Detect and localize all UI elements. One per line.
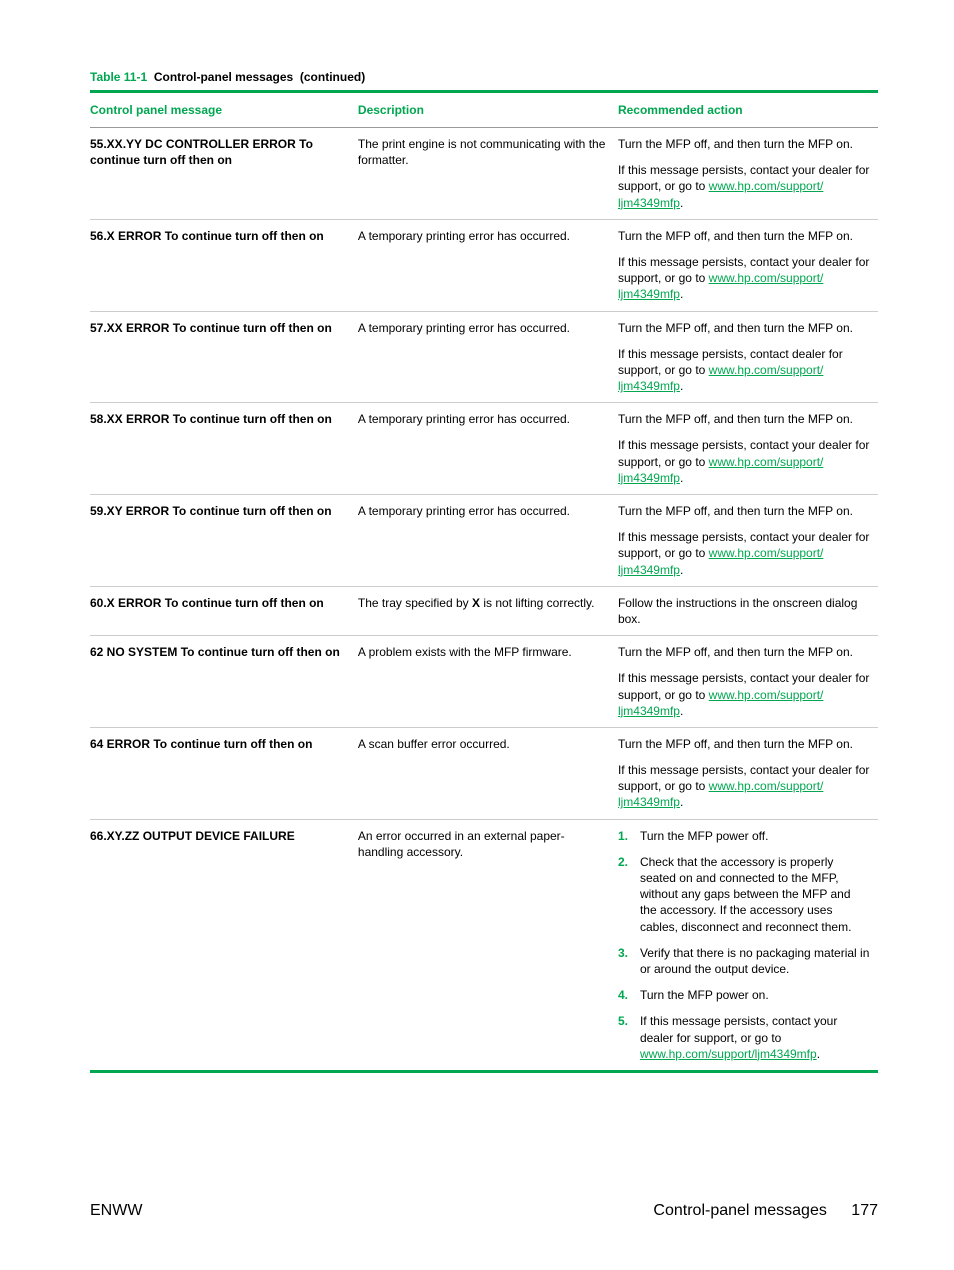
cell-action: Turn the MFP off, and then turn the MFP … xyxy=(618,219,878,311)
cell-message: 62 NO SYSTEM To continue turn off then o… xyxy=(90,636,358,728)
col-header-message: Control panel message xyxy=(90,92,358,128)
action-step: 1.Turn the MFP power off. xyxy=(618,828,870,844)
table-row: 66.XY.ZZ OUTPUT DEVICE FAILUREAn error o… xyxy=(90,819,878,1071)
cell-action: 1.Turn the MFP power off.2.Check that th… xyxy=(618,819,878,1071)
footer-section: Control-panel messages xyxy=(653,1202,826,1220)
support-link[interactable]: www.hp.com/support/ljm4349mfp xyxy=(618,455,823,485)
support-link[interactable]: www.hp.com/support/ljm4349mfp xyxy=(618,363,823,393)
step-number: 5. xyxy=(618,1013,640,1029)
table-caption: Table 11-1 Control-panel messages (conti… xyxy=(90,70,878,84)
cell-message: 56.X ERROR To continue turn off then on xyxy=(90,219,358,311)
footer-left: ENWW xyxy=(90,1202,142,1220)
document-page: Table 11-1 Control-panel messages (conti… xyxy=(0,0,954,1270)
support-link[interactable]: www.hp.com/support/ljm4349mfp xyxy=(618,271,823,301)
step-number: 4. xyxy=(618,987,640,1003)
cell-action: Turn the MFP off, and then turn the MFP … xyxy=(618,403,878,495)
action-text: Turn the MFP off, and then turn the MFP … xyxy=(618,320,870,336)
col-header-description: Description xyxy=(358,92,618,128)
cell-message: 64 ERROR To continue turn off then on xyxy=(90,727,358,819)
step-text: Verify that there is no packaging materi… xyxy=(640,945,870,977)
support-link[interactable]: www.hp.com/support/ljm4349mfp xyxy=(640,1047,817,1061)
cell-description: The print engine is not communicating wi… xyxy=(358,128,618,220)
cell-description: An error occurred in an external paper-h… xyxy=(358,819,618,1071)
cell-message: 59.XY ERROR To continue turn off then on xyxy=(90,495,358,587)
cell-description: A temporary printing error has occurred. xyxy=(358,219,618,311)
action-text: Turn the MFP off, and then turn the MFP … xyxy=(618,136,870,152)
cell-description: A temporary printing error has occurred. xyxy=(358,403,618,495)
step-text: Turn the MFP power on. xyxy=(640,987,870,1003)
page-footer: ENWW Control-panel messages 177 xyxy=(90,1202,878,1220)
action-steps: 1.Turn the MFP power off.2.Check that th… xyxy=(618,828,870,1062)
action-text: If this message persists, contact your d… xyxy=(618,162,870,211)
cell-description: The tray specified by X is not lifting c… xyxy=(358,586,618,635)
table-row: 60.X ERROR To continue turn off then onT… xyxy=(90,586,878,635)
cell-description: A problem exists with the MFP firmware. xyxy=(358,636,618,728)
control-panel-table: Control panel message Description Recomm… xyxy=(90,90,878,1073)
table-row: 55.XX.YY DC CONTROLLER ERROR To continue… xyxy=(90,128,878,220)
cell-message: 57.XX ERROR To continue turn off then on xyxy=(90,311,358,403)
table-row: 57.XX ERROR To continue turn off then on… xyxy=(90,311,878,403)
action-step: 4.Turn the MFP power on. xyxy=(618,987,870,1003)
table-row: 56.X ERROR To continue turn off then onA… xyxy=(90,219,878,311)
action-text: Turn the MFP off, and then turn the MFP … xyxy=(618,411,870,427)
step-text: Turn the MFP power off. xyxy=(640,828,870,844)
table-row: 58.XX ERROR To continue turn off then on… xyxy=(90,403,878,495)
action-text: If this message persists, contact your d… xyxy=(618,529,870,578)
step-text: Check that the accessory is properly sea… xyxy=(640,854,870,935)
action-text: If this message persists, contact dealer… xyxy=(618,346,870,395)
action-text: If this message persists, contact your d… xyxy=(618,437,870,486)
action-step: 2.Check that the accessory is properly s… xyxy=(618,854,870,935)
cell-message: 60.X ERROR To continue turn off then on xyxy=(90,586,358,635)
table-row: 64 ERROR To continue turn off then onA s… xyxy=(90,727,878,819)
action-text: Turn the MFP off, and then turn the MFP … xyxy=(618,736,870,752)
step-number: 3. xyxy=(618,945,640,961)
support-link[interactable]: www.hp.com/support/ljm4349mfp xyxy=(618,546,823,576)
cell-action: Follow the instructions in the onscreen … xyxy=(618,586,878,635)
step-number: 2. xyxy=(618,854,640,870)
table-continued: (continued) xyxy=(300,70,365,84)
table-number: Table 11-1 xyxy=(90,70,147,84)
footer-page-number: 177 xyxy=(851,1202,878,1220)
cell-action: Turn the MFP off, and then turn the MFP … xyxy=(618,495,878,587)
cell-message: 58.XX ERROR To continue turn off then on xyxy=(90,403,358,495)
col-header-action: Recommended action xyxy=(618,92,878,128)
action-step: 5.If this message persists, contact your… xyxy=(618,1013,870,1062)
step-text: If this message persists, contact your d… xyxy=(640,1013,870,1062)
support-link[interactable]: www.hp.com/support/ljm4349mfp xyxy=(618,688,823,718)
action-text: If this message persists, contact your d… xyxy=(618,670,870,719)
cell-action: Turn the MFP off, and then turn the MFP … xyxy=(618,128,878,220)
cell-action: Turn the MFP off, and then turn the MFP … xyxy=(618,311,878,403)
cell-action: Turn the MFP off, and then turn the MFP … xyxy=(618,636,878,728)
table-row: 59.XY ERROR To continue turn off then on… xyxy=(90,495,878,587)
cell-action: Turn the MFP off, and then turn the MFP … xyxy=(618,727,878,819)
action-text: Turn the MFP off, and then turn the MFP … xyxy=(618,644,870,660)
action-step: 3.Verify that there is no packaging mate… xyxy=(618,945,870,977)
action-text: Turn the MFP off, and then turn the MFP … xyxy=(618,228,870,244)
table-row: 62 NO SYSTEM To continue turn off then o… xyxy=(90,636,878,728)
support-link[interactable]: www.hp.com/support/ljm4349mfp xyxy=(618,179,823,209)
cell-description: A temporary printing error has occurred. xyxy=(358,311,618,403)
cell-message: 66.XY.ZZ OUTPUT DEVICE FAILURE xyxy=(90,819,358,1071)
cell-message: 55.XX.YY DC CONTROLLER ERROR To continue… xyxy=(90,128,358,220)
support-link[interactable]: www.hp.com/support/ljm4349mfp xyxy=(618,779,823,809)
action-text: Follow the instructions in the onscreen … xyxy=(618,595,870,627)
cell-description: A scan buffer error occurred. xyxy=(358,727,618,819)
action-text: If this message persists, contact your d… xyxy=(618,254,870,303)
step-number: 1. xyxy=(618,828,640,844)
table-title: Control-panel messages xyxy=(154,70,293,84)
action-text: If this message persists, contact your d… xyxy=(618,762,870,811)
action-text: Turn the MFP off, and then turn the MFP … xyxy=(618,503,870,519)
cell-description: A temporary printing error has occurred. xyxy=(358,495,618,587)
